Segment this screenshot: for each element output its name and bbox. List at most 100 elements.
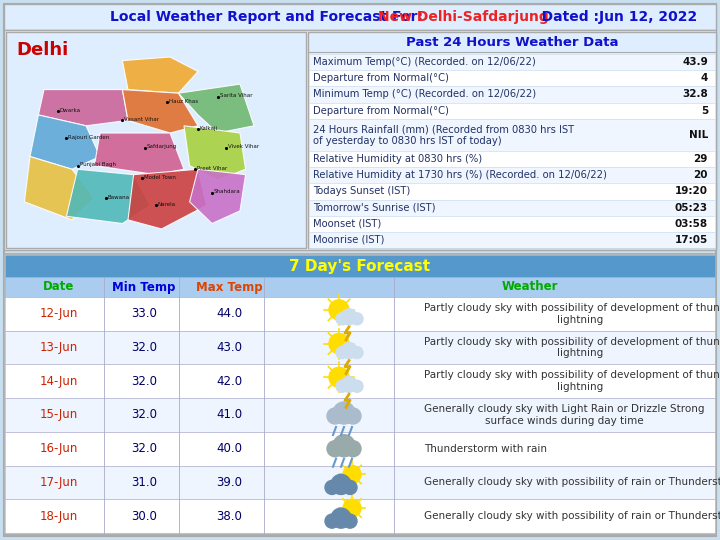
Polygon shape [179,84,254,133]
Text: Generally cloudy sky with possibility of rain or Thunderstorm: Generally cloudy sky with possibility of… [424,477,720,488]
Text: Weather: Weather [502,280,558,294]
Text: Dwarka: Dwarka [60,108,81,113]
Text: 7 Day's Forecast: 7 Day's Forecast [289,259,431,273]
Text: Vasant Vihar: Vasant Vihar [125,117,159,122]
Polygon shape [66,169,150,224]
Circle shape [333,402,355,424]
Text: 32.0: 32.0 [131,375,157,388]
FancyBboxPatch shape [4,254,716,534]
Circle shape [331,508,351,528]
Text: Date: Date [43,280,75,294]
Text: Punjabi Bagh: Punjabi Bagh [80,162,116,167]
Text: 17:05: 17:05 [675,235,708,245]
Text: Dated :Jun 12, 2022: Dated :Jun 12, 2022 [527,10,697,24]
Text: Relative Humidity at 0830 hrs (%): Relative Humidity at 0830 hrs (%) [313,154,482,164]
Text: 4: 4 [701,73,708,83]
Text: 18-Jun: 18-Jun [40,510,78,523]
Text: 39.0: 39.0 [216,476,242,489]
Text: 14-Jun: 14-Jun [40,375,78,388]
Text: 13-Jun: 13-Jun [40,341,78,354]
Polygon shape [24,157,94,220]
FancyBboxPatch shape [5,500,715,533]
Text: 03:58: 03:58 [675,219,708,229]
Text: 32.8: 32.8 [683,90,708,99]
Text: Local Weather Report and Forecast For:: Local Weather Report and Forecast For: [110,10,423,24]
FancyBboxPatch shape [5,330,715,365]
Text: Moonset (IST): Moonset (IST) [313,219,382,229]
Circle shape [341,376,357,392]
Text: Shahdara: Shahdara [214,189,240,194]
Text: Generally cloudy sky with Light Rain or Drizzle Strong
surface winds during day : Generally cloudy sky with Light Rain or … [424,404,704,426]
FancyBboxPatch shape [5,398,715,432]
Circle shape [343,514,357,528]
Text: 33.0: 33.0 [131,307,157,320]
Text: NIL: NIL [689,130,708,140]
FancyBboxPatch shape [309,119,715,151]
Text: Generally cloudy sky with possibility of rain or Thunderstorm: Generally cloudy sky with possibility of… [424,511,720,521]
Text: 42.0: 42.0 [216,375,242,388]
Text: 31.0: 31.0 [131,476,157,489]
Circle shape [329,367,349,387]
Text: 05:23: 05:23 [675,202,708,213]
Circle shape [343,465,361,483]
Text: 17-Jun: 17-Jun [40,476,78,489]
Text: Maximum Temp(°C) (Recorded. on 12/06/22): Maximum Temp(°C) (Recorded. on 12/06/22) [313,57,536,67]
FancyBboxPatch shape [4,4,716,30]
Text: 32.0: 32.0 [131,408,157,422]
FancyBboxPatch shape [6,32,306,248]
Text: Delhi: Delhi [16,41,68,59]
Polygon shape [128,169,207,229]
FancyBboxPatch shape [5,364,715,398]
Text: Sarita Vihar: Sarita Vihar [220,93,252,98]
Circle shape [343,499,361,517]
Text: 20: 20 [693,170,708,180]
FancyBboxPatch shape [309,199,715,215]
Text: Relative Humidity at 1730 hrs (%) (Recorded. on 12/06/22): Relative Humidity at 1730 hrs (%) (Recor… [313,170,607,180]
Text: 16-Jun: 16-Jun [40,442,78,455]
Text: 19:20: 19:20 [675,186,708,197]
Circle shape [341,342,357,359]
Circle shape [336,313,348,325]
Circle shape [341,309,357,325]
FancyBboxPatch shape [5,277,715,297]
Text: Vivek Vihar: Vivek Vihar [228,144,259,149]
Text: Bawana: Bawana [107,195,130,200]
FancyBboxPatch shape [5,297,715,330]
Text: Min Temp: Min Temp [112,280,176,294]
Circle shape [333,435,355,457]
FancyBboxPatch shape [308,32,716,248]
Text: Partly cloudy sky with possibility of development of thunder
lightning: Partly cloudy sky with possibility of de… [424,370,720,392]
Text: 30.0: 30.0 [131,510,157,523]
Circle shape [325,481,339,495]
FancyBboxPatch shape [4,30,716,250]
Text: 5: 5 [701,106,708,116]
Polygon shape [122,57,198,93]
Circle shape [336,380,348,392]
Text: Departure from Normal(°C): Departure from Normal(°C) [313,106,449,116]
FancyBboxPatch shape [309,54,715,70]
Circle shape [343,481,357,495]
Circle shape [327,408,343,424]
Polygon shape [94,133,184,174]
Text: 32.0: 32.0 [131,442,157,455]
Circle shape [351,380,363,392]
Text: New Delhi-Safdarjung: New Delhi-Safdarjung [378,10,549,24]
FancyBboxPatch shape [309,103,715,119]
FancyBboxPatch shape [5,255,715,277]
Polygon shape [30,115,100,169]
Text: Departure from Normal(°C): Departure from Normal(°C) [313,73,449,83]
FancyBboxPatch shape [309,167,715,184]
Text: Kalkaji: Kalkaji [200,126,218,131]
Polygon shape [38,90,128,126]
Circle shape [336,347,348,359]
Polygon shape [122,90,198,133]
FancyBboxPatch shape [5,432,715,465]
FancyBboxPatch shape [309,232,715,248]
Text: 40.0: 40.0 [216,442,242,455]
Circle shape [331,475,351,495]
Text: 43.9: 43.9 [683,57,708,67]
Text: 44.0: 44.0 [216,307,242,320]
Text: Tomorrow's Sunrise (IST): Tomorrow's Sunrise (IST) [313,202,436,213]
FancyBboxPatch shape [309,70,715,86]
Text: 43.0: 43.0 [216,341,242,354]
